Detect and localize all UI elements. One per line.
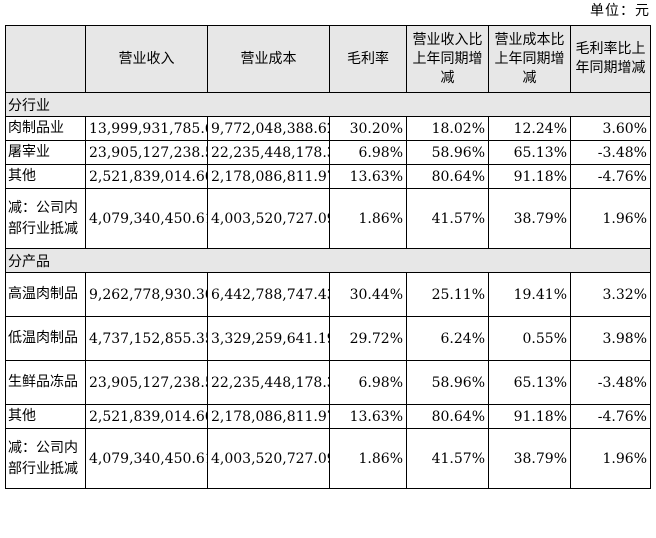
row-label: 其他 bbox=[5, 164, 86, 189]
row-label: 肉制品业 bbox=[5, 116, 86, 141]
row-label: 减：公司内部行业抵减 bbox=[5, 428, 86, 489]
cost-change-cell: 65.13% bbox=[488, 360, 571, 405]
revenue-change-cell: 6.24% bbox=[406, 316, 489, 361]
revenue-change-cell: 41.57% bbox=[406, 428, 489, 489]
cost-cell: 3,329,259,641.19 bbox=[207, 316, 330, 361]
margin-cell: 30.44% bbox=[329, 272, 407, 317]
revenue-cell: 2,521,839,014.60 bbox=[85, 404, 208, 429]
cost-cell: 4,003,520,727.09 bbox=[207, 428, 330, 489]
revenue-change-cell: 58.96% bbox=[406, 140, 489, 165]
revenue-cell: 23,905,127,238.54 bbox=[85, 140, 208, 165]
margin-change-cell: -3.48% bbox=[570, 140, 651, 165]
header-revenue-change: 营业收入比上年同期增减 bbox=[406, 25, 489, 93]
cost-change-cell: 38.79% bbox=[488, 428, 571, 489]
margin-cell: 13.63% bbox=[329, 404, 407, 429]
revenue-cost-table: 营业收入 营业成本 毛利率 营业收入比上年同期增减 营业成本比上年同期增减 毛利… bbox=[5, 25, 651, 489]
header-row: 营业收入 营业成本 毛利率 营业收入比上年同期增减 营业成本比上年同期增减 毛利… bbox=[5, 25, 651, 93]
cost-cell: 4,003,520,727.09 bbox=[207, 188, 330, 249]
cost-change-cell: 19.41% bbox=[488, 272, 571, 317]
margin-change-cell: 1.96% bbox=[570, 188, 651, 249]
table-row: 低温肉制品 4,737,152,855.35 3,329,259,641.19 29.… bbox=[5, 316, 651, 361]
cost-cell: 6,442,788,747.43 bbox=[207, 272, 330, 317]
revenue-change-cell: 58.96% bbox=[406, 360, 489, 405]
revenue-cell: 9,262,778,930.30 bbox=[85, 272, 208, 317]
table-row: 屠宰业23,905,127,238.5422,235,448,178.306.9… bbox=[5, 140, 651, 165]
margin-change-cell: -4.76% bbox=[570, 164, 651, 189]
header-margin-change: 毛利率比上年同期增减 bbox=[570, 25, 651, 93]
header-cost-change: 营业成本比上年同期增减 bbox=[488, 25, 571, 93]
revenue-change-cell: 25.11% bbox=[406, 272, 489, 317]
cost-cell: 22,235,448,178.30 bbox=[207, 140, 330, 165]
revenue-change-cell: 18.02% bbox=[406, 116, 489, 141]
row-label: 高温肉制品 bbox=[5, 272, 86, 317]
revenue-change-cell: 41.57% bbox=[406, 188, 489, 249]
cost-change-cell: 12.24% bbox=[488, 116, 571, 141]
table-row: 生鲜品冻品23,905,127,238.5422,235,448,178.306… bbox=[5, 360, 651, 405]
section-row: 分行业 bbox=[5, 92, 651, 117]
margin-cell: 29.72% bbox=[329, 316, 407, 361]
cost-change-cell: 38.79% bbox=[488, 188, 571, 249]
row-label: 屠宰业 bbox=[5, 140, 86, 165]
revenue-cell: 4,079,340,450.61 bbox=[85, 188, 208, 249]
margin-change-cell: -4.76% bbox=[570, 404, 651, 429]
row-label: 减：公司内部行业抵减 bbox=[5, 188, 86, 249]
margin-cell: 1.86% bbox=[329, 428, 407, 489]
margin-cell: 1.86% bbox=[329, 188, 407, 249]
cost-cell: 2,178,086,811.97 bbox=[207, 404, 330, 429]
revenue-cell: 4,079,340,450.61 bbox=[85, 428, 208, 489]
table-row: 其他 2,521,839,014.60 2,178,086,811.97 13.63%… bbox=[5, 164, 651, 189]
margin-change-cell: 3.60% bbox=[570, 116, 651, 141]
section-row: 分产品 bbox=[5, 248, 651, 273]
margin-change-cell: 3.98% bbox=[570, 316, 651, 361]
revenue-cell: 2,521,839,014.60 bbox=[85, 164, 208, 189]
margin-cell: 6.98% bbox=[329, 360, 407, 405]
section-title: 分行业 bbox=[5, 92, 651, 117]
revenue-cell: 23,905,127,238.54 bbox=[85, 360, 208, 405]
unit-label: 单位：元 bbox=[590, 3, 650, 19]
section-title: 分产品 bbox=[5, 248, 651, 273]
header-revenue: 营业收入 bbox=[85, 25, 208, 93]
cost-change-cell: 0.55% bbox=[488, 316, 571, 361]
table-row: 高温肉制品 9,262,778,930.30 6,442,788,747.43 30.… bbox=[5, 272, 651, 317]
cost-change-cell: 91.18% bbox=[488, 164, 571, 189]
cost-cell: 9,772,048,388.62 bbox=[207, 116, 330, 141]
cost-change-cell: 65.13% bbox=[488, 140, 571, 165]
revenue-change-cell: 80.64% bbox=[406, 164, 489, 189]
table-row: 肉制品业13,999,931,785.659,772,048,388.6230.… bbox=[5, 116, 651, 141]
revenue-cell: 13,999,931,785.65 bbox=[85, 116, 208, 141]
margin-cell: 6.98% bbox=[329, 140, 407, 165]
table-row: 减：公司内部行业抵减 4,079,340,450.61 4,003,520,727.… bbox=[5, 428, 651, 489]
header-cost: 营业成本 bbox=[207, 25, 330, 93]
row-label: 低温肉制品 bbox=[5, 316, 86, 361]
table-body: 分行业肉制品业13,999,931,785.659,772,048,388.62… bbox=[5, 92, 651, 489]
margin-cell: 13.63% bbox=[329, 164, 407, 189]
margin-change-cell: 3.32% bbox=[570, 272, 651, 317]
table-row: 减：公司内部行业抵减 4,079,340,450.61 4,003,520,727.… bbox=[5, 188, 651, 249]
row-label: 生鲜品冻品 bbox=[5, 360, 86, 405]
header-cell-blank bbox=[5, 25, 86, 93]
cost-cell: 2,178,086,811.97 bbox=[207, 164, 330, 189]
margin-change-cell: 1.96% bbox=[570, 428, 651, 489]
margin-cell: 30.20% bbox=[329, 116, 407, 141]
margin-change-cell: -3.48% bbox=[570, 360, 651, 405]
cost-cell: 22,235,448,178.30 bbox=[207, 360, 330, 405]
revenue-cell: 4,737,152,855.35 bbox=[85, 316, 208, 361]
table-row: 其他 2,521,839,014.60 2,178,086,811.97 13.63%… bbox=[5, 404, 651, 429]
revenue-change-cell: 80.64% bbox=[406, 404, 489, 429]
header-margin: 毛利率 bbox=[329, 25, 407, 93]
cost-change-cell: 91.18% bbox=[488, 404, 571, 429]
row-label: 其他 bbox=[5, 404, 86, 429]
